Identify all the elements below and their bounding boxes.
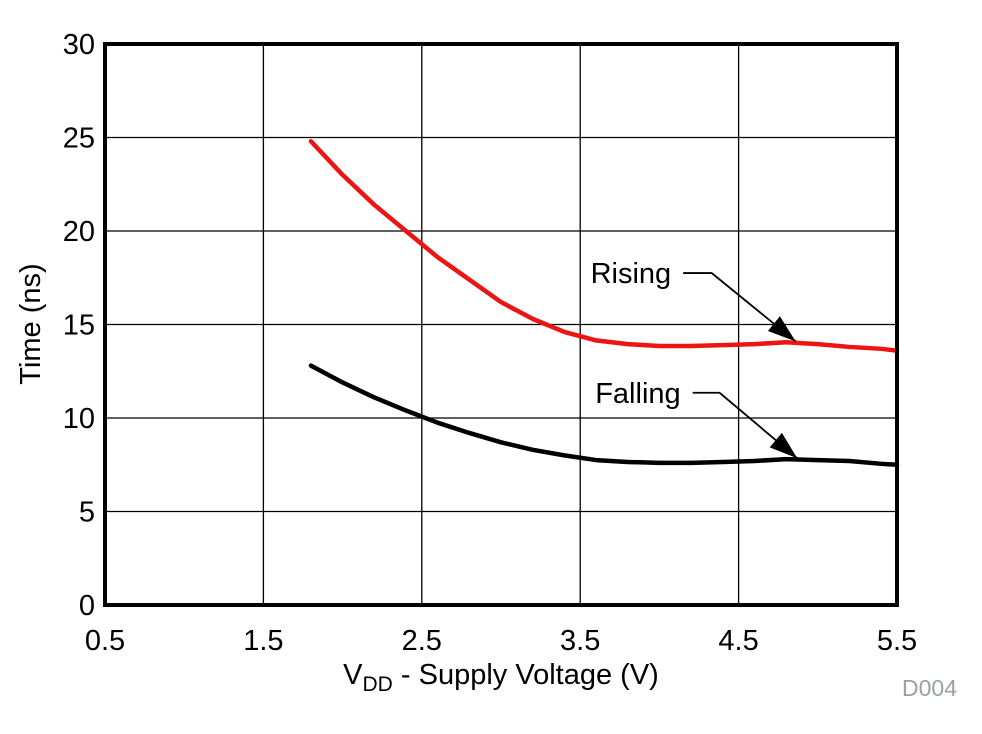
series-line-rising <box>308 138 900 353</box>
x-axis-title: VDD - Supply Voltage (V) <box>343 659 659 696</box>
series-line-falling <box>308 363 900 467</box>
annotation-label-falling: Falling <box>595 378 680 410</box>
y-tick-label: 10 <box>63 403 95 435</box>
annotation-arrowhead-falling <box>769 432 798 459</box>
x-tick-label: 1.5 <box>243 625 283 657</box>
figure-id-watermark: D004 <box>902 675 957 701</box>
series-layer <box>308 138 900 467</box>
x-tick-label: 4.5 <box>718 625 758 657</box>
y-axis-title: Time (ns) <box>15 263 47 384</box>
y-tick-label: 25 <box>63 123 95 155</box>
y-tick-label: 30 <box>63 29 95 61</box>
grid-layer <box>105 44 897 605</box>
x-axis-title-suffix: - Supply Voltage (V) <box>393 659 659 691</box>
x-axis-title-subscript: DD <box>363 673 393 696</box>
annotation-layer: Rising Falling <box>591 258 798 459</box>
y-tick-label: 15 <box>63 310 95 342</box>
y-tick-label: 20 <box>63 216 95 248</box>
x-tick-label: 0.5 <box>85 625 125 657</box>
y-tick-label: 0 <box>79 590 95 622</box>
x-axis-title-prefix: V <box>343 659 363 691</box>
x-tick-label: 3.5 <box>560 625 600 657</box>
annotation-leader-falling <box>692 391 798 459</box>
annotation-leader-rising <box>683 272 797 343</box>
annotation-label-rising: Rising <box>591 258 672 290</box>
annotation-arrowhead-rising <box>767 316 796 342</box>
tick-label-layer: 0.5 1.5 2.5 3.5 4.5 5.5 0 5 10 15 20 25 30 <box>63 29 917 657</box>
plot-border <box>103 42 899 607</box>
x-tick-label: 5.5 <box>877 625 917 657</box>
y-tick-label: 5 <box>79 497 95 529</box>
x-tick-label: 2.5 <box>402 625 442 657</box>
